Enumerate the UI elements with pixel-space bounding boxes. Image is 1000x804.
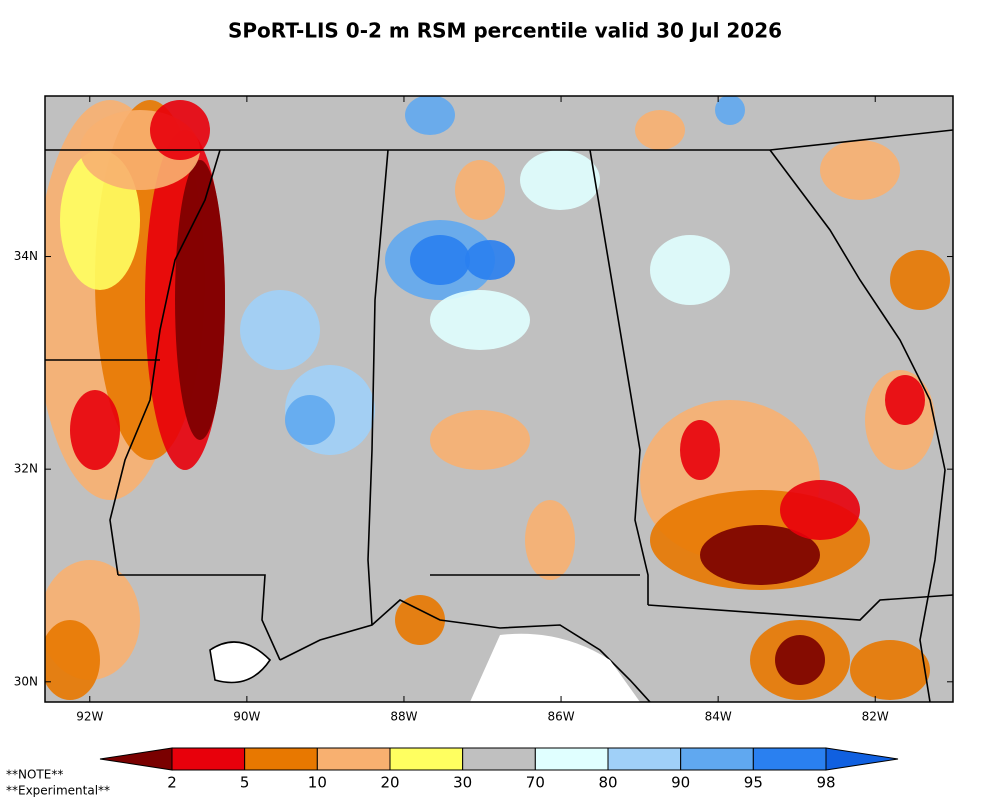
field-patch [780, 480, 860, 540]
river [109, 149, 221, 576]
field-patch [70, 390, 120, 470]
colorbar-label: 70 [526, 774, 545, 792]
note: **Experimental** [6, 784, 110, 798]
colorbar-label: 95 [744, 774, 763, 792]
colorbar-label: 80 [598, 774, 617, 792]
y-tick-label: 30N [14, 674, 38, 688]
state-border [118, 574, 281, 661]
field-patch [150, 100, 210, 160]
colorbar-label: 20 [380, 774, 399, 792]
field-patch [410, 235, 470, 285]
colorbar-box [171, 747, 246, 771]
colorbar-label: 98 [816, 774, 835, 792]
field-patch [175, 160, 225, 440]
field-patch [525, 500, 575, 580]
state-border [589, 149, 649, 605]
y-tick-label: 32N [14, 462, 38, 476]
colorbar-box [462, 747, 536, 771]
colorbar: 2 5 10 20 30 70 80 90 95 98 [99, 747, 899, 792]
state-border [647, 594, 953, 621]
colorbar-label: 90 [671, 774, 690, 792]
y-tick-label: 34N [14, 249, 38, 263]
colorbar-high [825, 747, 899, 771]
field-patch [45, 620, 100, 700]
field-patch [430, 290, 530, 350]
colorbar-low [99, 747, 173, 771]
field-patch [850, 640, 930, 700]
coastline [279, 599, 651, 702]
lake [209, 641, 272, 684]
x-tick-label: 82W [862, 710, 889, 724]
colorbar-box [244, 747, 318, 771]
field-patch [520, 150, 600, 210]
axes: 92W 90W 88W 86W 84W 82W 30N 32N 34N [14, 96, 953, 724]
colorbar-box [389, 747, 464, 771]
x-tick-label: 88W [390, 710, 417, 724]
field-patch [240, 290, 320, 370]
state-border [367, 149, 389, 626]
colorbar-label: 10 [308, 774, 327, 792]
colorbar-label: 2 [167, 774, 177, 792]
field-patch [650, 235, 730, 305]
field-patch [395, 595, 445, 645]
field-patch [775, 635, 825, 685]
colorbar-box [752, 747, 827, 771]
colorbar-box [316, 747, 391, 771]
colorbar-box [534, 747, 609, 771]
gulf [470, 633, 640, 702]
field-patch [635, 110, 685, 150]
field-patch [430, 410, 530, 470]
coastline [769, 149, 946, 702]
field-patch [890, 250, 950, 310]
colorbar-box [607, 747, 682, 771]
title: SPoRT-LIS 0-2 m RSM percentile valid 30 … [228, 19, 782, 43]
boundaries [45, 129, 953, 702]
field-patch [700, 525, 820, 585]
colorbar-label: 30 [453, 774, 472, 792]
field-patch [680, 420, 720, 480]
field-patch [285, 395, 335, 445]
map-frame [44, 95, 954, 703]
x-tick-label: 92W [76, 710, 103, 724]
field-patch [820, 140, 900, 200]
colorbar-box [680, 747, 754, 771]
field-patch [885, 375, 925, 425]
x-tick-label: 86W [547, 710, 574, 724]
field-patch [405, 96, 455, 135]
field-patch [465, 240, 515, 280]
x-tick-label: 90W [233, 710, 260, 724]
field-patch [455, 160, 505, 220]
field-patch [715, 96, 745, 125]
note: **NOTE** [6, 768, 63, 782]
x-tick-label: 84W [705, 710, 732, 724]
colorbar-label: 5 [240, 774, 250, 792]
